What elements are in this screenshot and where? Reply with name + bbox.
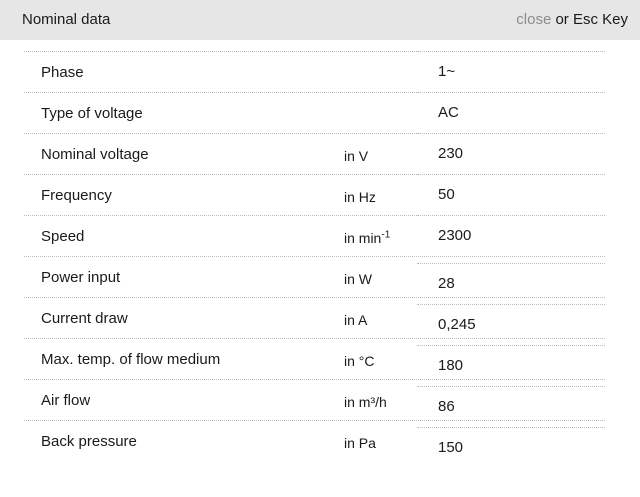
- row-unit: in Pa: [344, 435, 376, 451]
- table-row-value: AC: [417, 92, 605, 133]
- row-unit: in A: [344, 312, 368, 328]
- esc-key-hint: or Esc Key: [551, 11, 628, 28]
- row-label: Air flow: [41, 392, 91, 409]
- close-button[interactable]: close: [516, 11, 552, 28]
- row-label: Power input: [41, 269, 121, 286]
- table-row-value: 28: [417, 263, 605, 304]
- table-row: Speed in min-1: [24, 215, 605, 256]
- row-label: Back pressure: [41, 433, 137, 450]
- row-value: 0,245: [438, 316, 476, 333]
- row-label: Max. temp. of flow medium: [41, 351, 221, 368]
- table-row: Current draw in A: [24, 297, 605, 338]
- table-row: Max. temp. of flow medium in °C: [24, 338, 605, 379]
- row-unit-exponent: -1: [381, 229, 391, 241]
- row-label: Type of voltage: [41, 105, 143, 122]
- table-row: Phase: [24, 51, 605, 92]
- row-unit: in V: [344, 148, 369, 164]
- row-value: 86: [438, 398, 455, 415]
- row-unit: in min-1: [344, 229, 390, 247]
- row-value: 2300: [438, 227, 472, 244]
- row-label: Frequency: [41, 187, 112, 204]
- row-unit: in W: [344, 271, 372, 287]
- table-row: Nominal voltage in V: [24, 133, 605, 174]
- table-row-value: 0,245: [417, 304, 605, 345]
- table-row: Power input in W: [24, 256, 605, 297]
- row-label: Phase: [41, 64, 84, 81]
- row-value: 180: [438, 357, 464, 374]
- table-row: Air flow in m³/h: [24, 379, 605, 420]
- dialog-title: Nominal data: [22, 11, 111, 28]
- row-unit: in m³/h: [344, 394, 387, 410]
- row-value: 50: [438, 186, 455, 203]
- header-actions: close or Esc Key: [516, 11, 628, 29]
- table-row-value: 86: [417, 386, 605, 427]
- row-unit-base: in min: [344, 230, 382, 246]
- row-unit: in Hz: [344, 189, 376, 205]
- table-row-value: 180: [417, 345, 605, 386]
- nominal-data-table: Phase Type of voltage Nominal voltage in V F…: [0, 40, 640, 497]
- table-row-value: 1~: [417, 51, 605, 92]
- row-label: Nominal voltage: [41, 146, 149, 163]
- row-value: 230: [438, 145, 464, 162]
- table-row-value: 50: [417, 174, 605, 215]
- dialog-header: Nominal data close or Esc Key: [0, 0, 640, 40]
- table-row: Frequency in Hz: [24, 174, 605, 215]
- row-value: 1~: [438, 63, 456, 80]
- row-label: Current draw: [41, 310, 128, 327]
- table-row-value: 230: [417, 133, 605, 174]
- row-label: Speed: [41, 228, 85, 245]
- row-value: 28: [438, 275, 455, 292]
- table-row: Type of voltage: [24, 92, 605, 133]
- row-value: AC: [438, 104, 459, 121]
- table-row-value: 2300: [417, 215, 605, 256]
- row-value: 150: [438, 439, 464, 456]
- table-row: Back pressure in Pa: [24, 420, 605, 461]
- table-row-value: 150: [417, 427, 605, 468]
- row-unit: in °C: [344, 353, 375, 369]
